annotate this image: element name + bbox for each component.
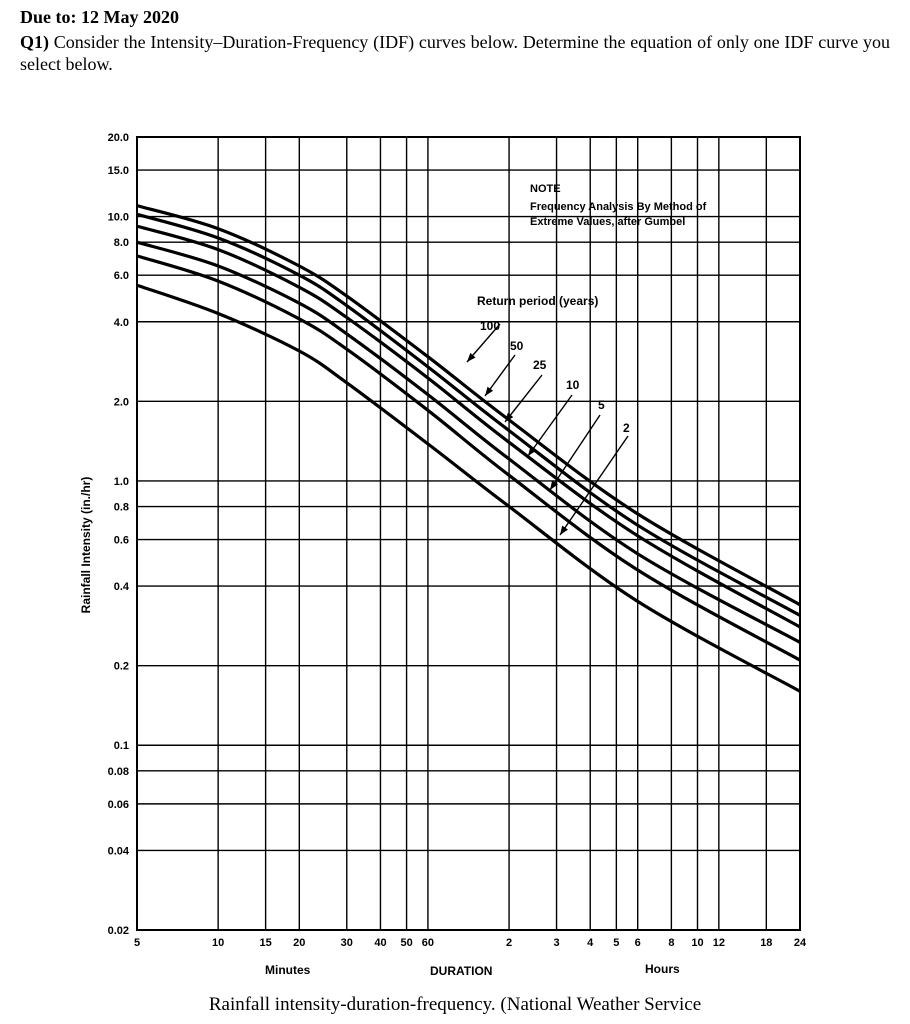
chart-grid xyxy=(136,136,801,931)
x-tick-label: 3 xyxy=(553,937,559,949)
pointer-line-5 xyxy=(549,414,601,491)
pointer-arrowhead-100 xyxy=(467,352,476,362)
y-tick-labels: 20.0 15.0 10.0 8.0 6.0 4.0 2.0 1.0 0.8 0.6 0.4 0.2 0… xyxy=(108,132,130,937)
y-tick-label: 10.0 xyxy=(108,212,129,224)
question-number: Q1) xyxy=(20,32,49,52)
idf-curve-25 xyxy=(136,224,801,629)
series-label-5: 5 xyxy=(598,398,605,412)
x-tick-labels: 5 10 15 20 30 40 50 60 2 3 4 5 6 8 10 12 18 24 xyxy=(134,937,807,949)
note-line-2: Frequency Analysis By Method of xyxy=(530,201,707,213)
x-tick-label: 10 xyxy=(212,937,224,949)
y-tick-label: 15.0 xyxy=(108,165,129,177)
series-label-100: 100 xyxy=(480,319,500,333)
y-tick-label: 2.0 xyxy=(114,396,129,408)
note-line-1: NOTE xyxy=(530,183,561,195)
y-tick-label: 20.0 xyxy=(108,132,129,144)
x-tick-label: 60 xyxy=(422,937,434,949)
idf-curve-5 xyxy=(136,254,801,662)
pointer-line-25 xyxy=(504,374,543,423)
pointer-arrowhead-10 xyxy=(528,446,537,456)
idf-curve-10 xyxy=(136,240,801,644)
x-tick-label: 20 xyxy=(293,937,305,949)
y-tick-label: 8.0 xyxy=(114,237,129,249)
y-tick-label: 0.6 xyxy=(114,535,129,547)
y-tick-label: 0.4 xyxy=(114,581,130,593)
series-label-50: 50 xyxy=(510,339,524,353)
note-line-3: Extreme Values, after Gumbel xyxy=(530,216,685,228)
question-text: Q1) Consider the Intensity–Duration-Freq… xyxy=(20,31,890,75)
x-tick-label: 6 xyxy=(635,937,641,949)
y-axis-title: Rainfall Intensity (in./hr) xyxy=(79,477,93,614)
y-tick-label: 1.0 xyxy=(114,476,129,488)
y-tick-label: 0.06 xyxy=(108,799,129,811)
x-label-hours: Hours xyxy=(645,962,680,976)
x-tick-label: 10 xyxy=(691,937,703,949)
x-axis-title: DURATION xyxy=(430,964,492,978)
y-tick-label: 0.2 xyxy=(114,661,129,673)
pointer-arrowhead-5 xyxy=(550,480,558,490)
x-tick-label: 12 xyxy=(713,937,725,949)
idf-curve-100 xyxy=(136,204,801,607)
x-tick-label: 8 xyxy=(668,937,674,949)
x-tick-label: 4 xyxy=(587,937,594,949)
pointer-line-10 xyxy=(527,394,573,457)
x-tick-label: 50 xyxy=(400,937,412,949)
x-tick-label: 18 xyxy=(760,937,772,949)
series-label-2: 2 xyxy=(623,421,630,435)
y-tick-label: 0.8 xyxy=(114,502,129,514)
series-label-10: 10 xyxy=(566,378,580,392)
pointer-arrowhead-25 xyxy=(505,412,514,422)
idf-chart: 5 10 15 20 30 40 50 60 2 3 4 5 6 8 10 12 18 24 20.0 15.0 10… xyxy=(79,132,807,978)
y-tick-label: 0.1 xyxy=(114,740,129,752)
y-tick-label: 4.0 xyxy=(114,317,129,329)
pointer-line-2 xyxy=(559,435,629,536)
y-tick-label: 6.0 xyxy=(114,270,129,282)
y-tick-label: 0.08 xyxy=(108,766,129,778)
due-date: Due to: 12 May 2020 xyxy=(20,7,179,27)
x-tick-label: 24 xyxy=(794,937,807,949)
x-tick-label: 2 xyxy=(506,937,512,949)
idf-curve-50 xyxy=(136,212,801,617)
pointer-arrowhead-2 xyxy=(560,525,568,535)
x-tick-label: 5 xyxy=(134,937,140,949)
figure-caption: Rainfall intensity-duration-frequency. (… xyxy=(208,994,702,1015)
y-tick-label: 0.04 xyxy=(108,845,130,857)
x-tick-label: 5 xyxy=(613,937,619,949)
annotations: NOTE Frequency Analysis By Method of Ext… xyxy=(79,183,707,978)
pointer-arrowhead-50 xyxy=(485,386,494,396)
series-label-25: 25 xyxy=(533,358,547,372)
idf-curve-2 xyxy=(136,283,801,693)
x-tick-label: 15 xyxy=(259,937,271,949)
legend-title: Return period (years) xyxy=(477,294,598,308)
idf-curves xyxy=(136,204,801,693)
y-tick-label: 0.02 xyxy=(108,925,129,937)
x-tick-label: 30 xyxy=(341,937,353,949)
question-body: Consider the Intensity–Duration-Frequenc… xyxy=(20,32,890,74)
x-label-minutes: Minutes xyxy=(265,963,311,977)
x-tick-label: 40 xyxy=(374,937,386,949)
